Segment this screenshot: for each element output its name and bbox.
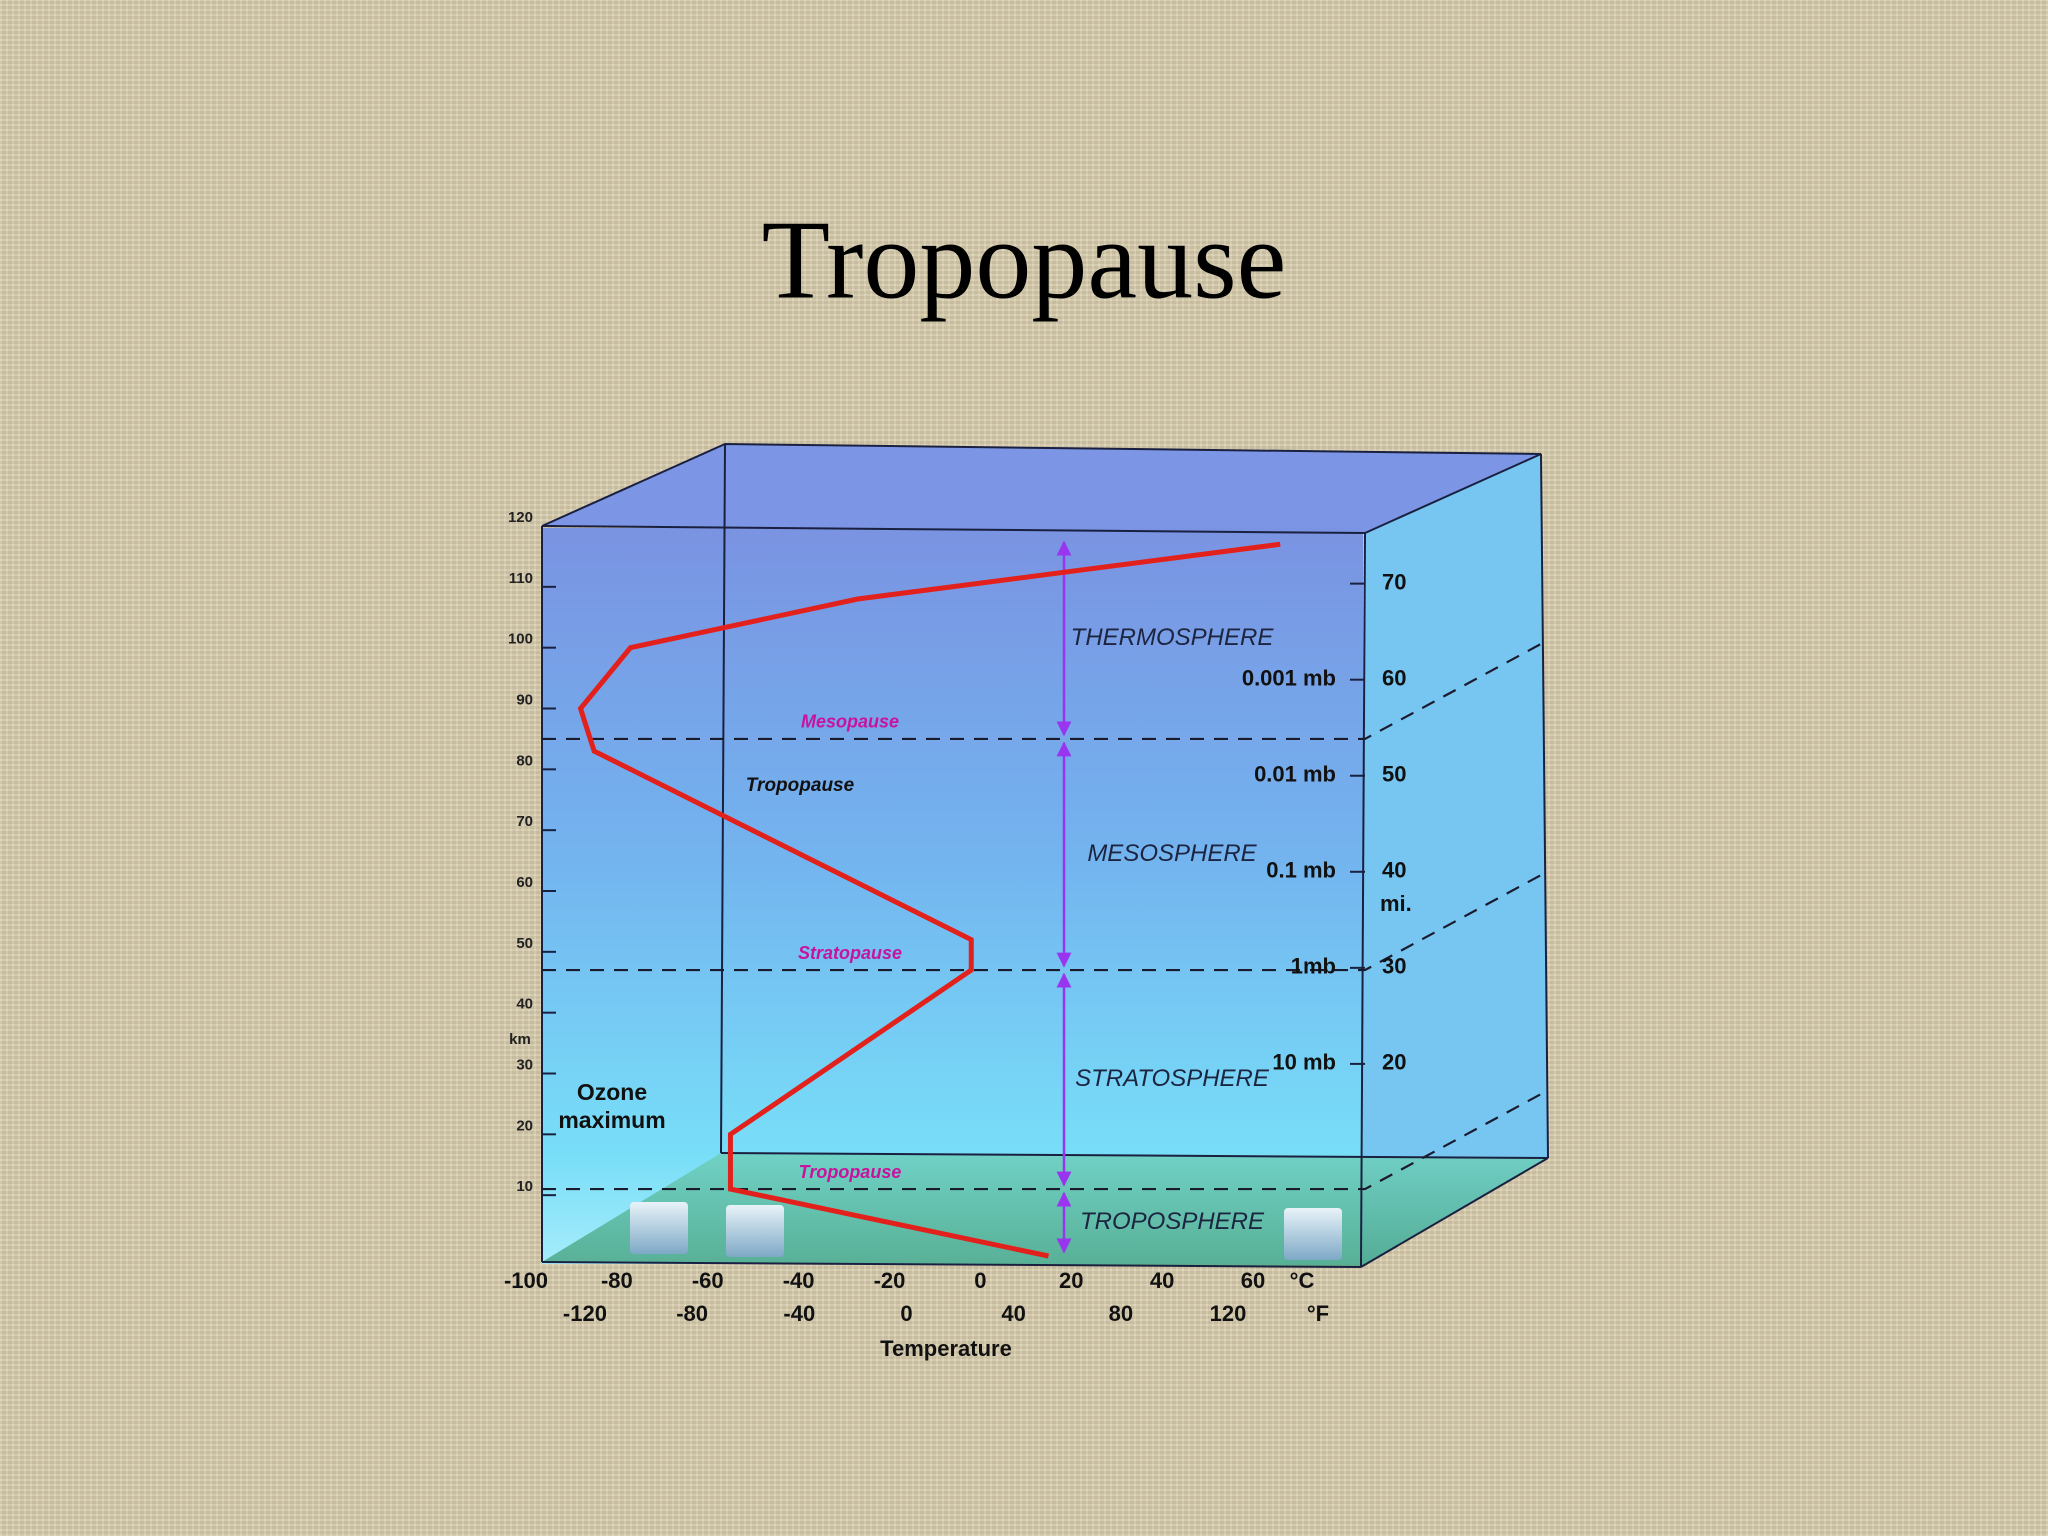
x2-unit: °F — [1307, 1301, 1329, 1326]
layer-label: THERMOSPHERE — [1071, 624, 1275, 651]
y-tick-label: 30 — [516, 1056, 533, 1073]
y-tick-label: 10 — [516, 1178, 533, 1195]
x-tick-label: -100 — [504, 1268, 548, 1293]
y-tick-label: 20 — [516, 1117, 533, 1134]
y-tick-label: 60 — [516, 874, 533, 891]
pressure-label: 0.1 mb — [1266, 858, 1336, 883]
temperature-profile — [577, 541, 1281, 1259]
x2-tick-label: -120 — [563, 1301, 607, 1326]
y2-tick-label: 20 — [1382, 1050, 1406, 1075]
slide-title: Tropopause — [762, 199, 1287, 323]
pressure-label: 1mb — [1291, 954, 1336, 979]
y2-axis-label: mi. — [1380, 891, 1412, 916]
y2-tick-label: 40 — [1382, 858, 1406, 883]
x2-tick-label: 80 — [1109, 1301, 1133, 1326]
box-side — [1361, 454, 1548, 1267]
x-tick-label: -60 — [692, 1268, 724, 1293]
x2-tick-label: 40 — [1001, 1301, 1025, 1326]
x-tick-label: -20 — [874, 1268, 906, 1293]
box-front — [542, 528, 1363, 1264]
ozone-label: Ozone — [577, 1079, 647, 1105]
x-tick-label: 0 — [974, 1268, 986, 1293]
y-tick-label: 90 — [516, 691, 533, 708]
x-unit: °C — [1290, 1268, 1315, 1293]
layer-label: TROPOSPHERE — [1080, 1208, 1265, 1235]
x2-tick-label: -80 — [676, 1301, 708, 1326]
y2-tick-label: 70 — [1382, 569, 1406, 594]
x-axis-label: Temperature — [880, 1336, 1012, 1361]
boundary-label: Tropopause — [799, 1162, 902, 1182]
layer-label: MESOSPHERE — [1087, 840, 1257, 867]
y-axis-label: km — [509, 1031, 531, 1048]
x-tick-label: -80 — [601, 1268, 633, 1293]
pressure-label: 0.001 mb — [1242, 665, 1336, 690]
y-tick-label: 80 — [516, 752, 533, 769]
boundary-label: Stratopause — [798, 943, 902, 963]
boundary-line — [542, 1093, 1542, 1191]
y-tick-label: 50 — [516, 935, 533, 952]
boundary-line — [542, 874, 1542, 972]
y-tick-label: 100 — [508, 631, 533, 648]
boundary-label: Mesopause — [801, 712, 899, 732]
boundary-line — [542, 642, 1542, 741]
annotation: Tropopause — [746, 775, 855, 796]
x2-tick-label: 0 — [900, 1301, 912, 1326]
x2-tick-label: 120 — [1210, 1301, 1247, 1326]
x-tick-label: 40 — [1150, 1268, 1174, 1293]
y2-tick-label: 50 — [1382, 762, 1406, 787]
layer-label: STRATOSPHERE — [1075, 1065, 1270, 1092]
y-tick-label: 70 — [516, 813, 533, 830]
y-tick-label: 110 — [509, 570, 533, 587]
ozone-label: maximum — [558, 1107, 665, 1133]
x-tick-label: 20 — [1059, 1268, 1083, 1293]
pressure-label: 10 mb — [1272, 1050, 1336, 1075]
x2-tick-label: -40 — [783, 1301, 815, 1326]
box-top — [542, 444, 1541, 533]
x-tick-label: 60 — [1241, 1268, 1265, 1293]
y-tick-label: 120 — [508, 509, 533, 526]
cloud-icons — [630, 1202, 1342, 1260]
pressure-label: 0.01 mb — [1254, 762, 1336, 787]
y2-tick-label: 60 — [1382, 665, 1406, 690]
y-tick-label: 40 — [516, 996, 533, 1013]
y2-tick-label: 30 — [1382, 954, 1406, 979]
x-tick-label: -40 — [783, 1268, 815, 1293]
